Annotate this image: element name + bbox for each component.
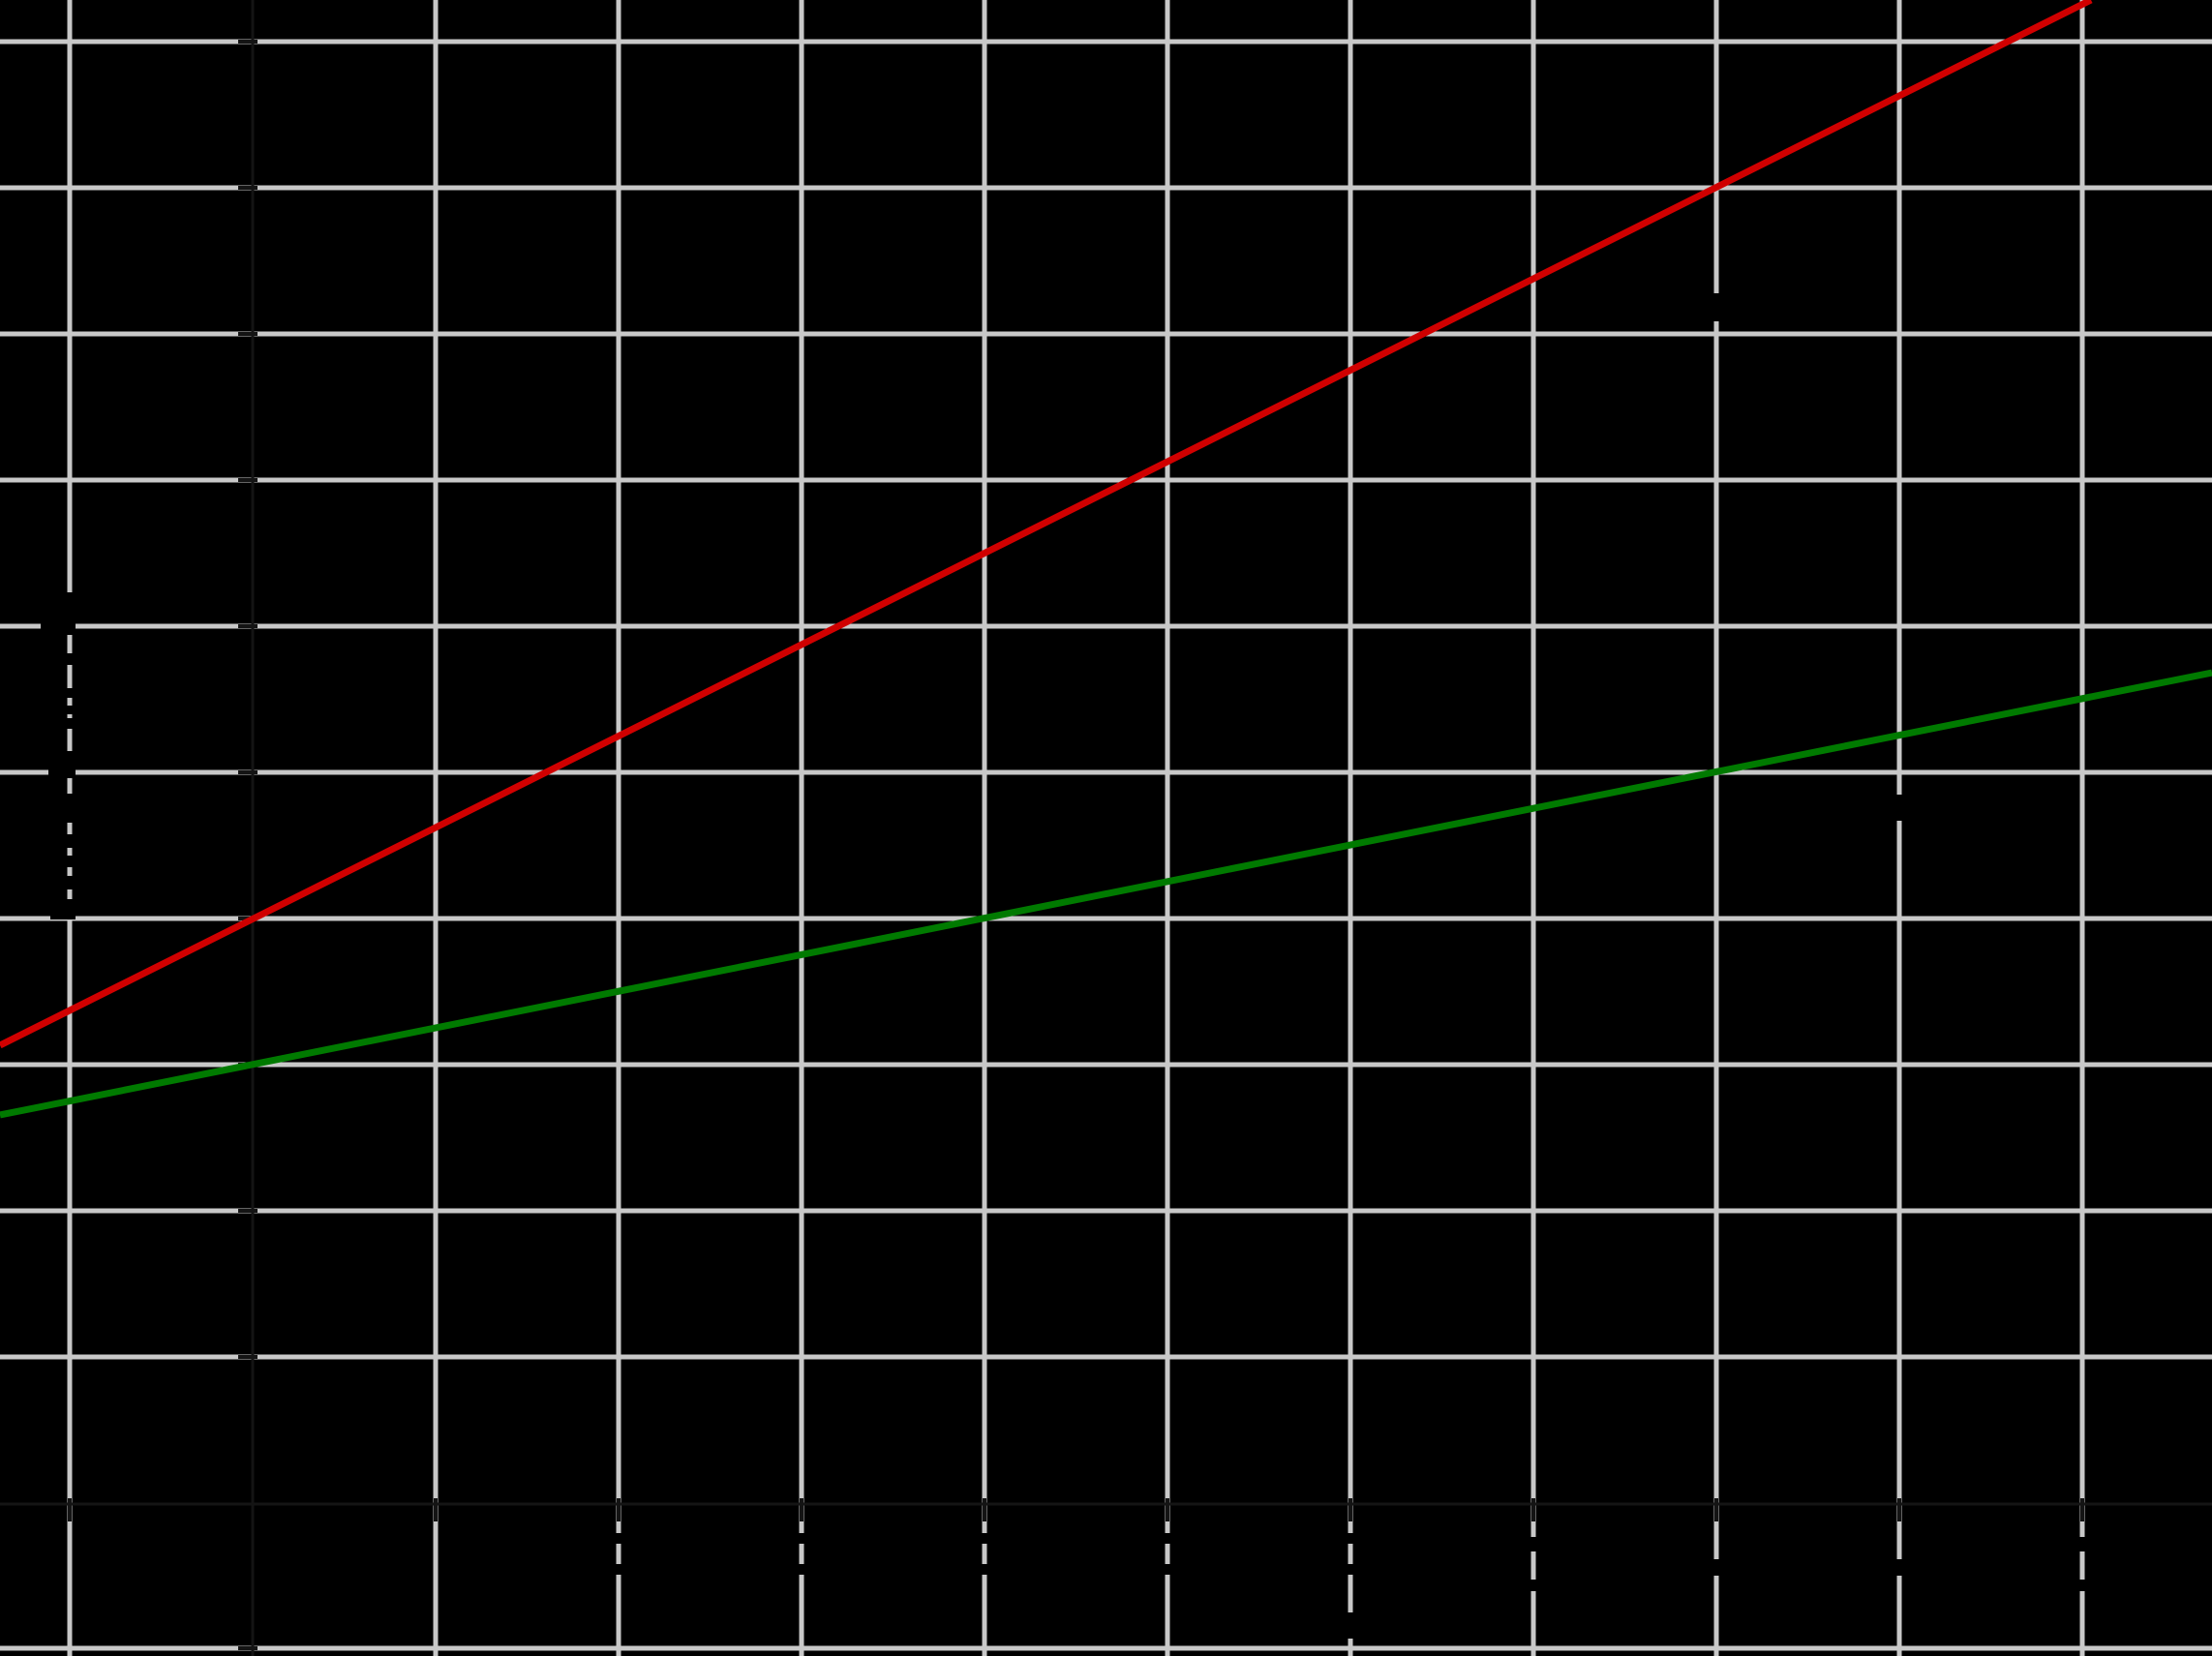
- ylabel-text-fragment: [64, 876, 76, 889]
- x-tick-label-fragment: [614, 1564, 623, 1575]
- x-tick-label-fragment: [797, 1564, 806, 1575]
- ylabel-text-fragment: [50, 899, 76, 919]
- x-tick-label-fragment: [2077, 1537, 2087, 1551]
- line-label-fragment: [1892, 795, 1907, 821]
- x-tick-label-fragment: [1346, 1564, 1355, 1575]
- x-tick-label-fragment: [1894, 1559, 1904, 1576]
- xlabel-text-fragment: [1344, 1612, 1357, 1639]
- ylabel-text-fragment: [41, 592, 76, 635]
- ylabel-text-fragment: [64, 834, 76, 848]
- ylabel-text-fragment: [64, 856, 76, 867]
- line-label-fragment: [1709, 293, 1724, 321]
- x-tick-label-fragment: [614, 1533, 623, 1544]
- x-tick-label-fragment: [797, 1533, 806, 1544]
- x-tick-label-fragment: [1529, 1580, 1538, 1591]
- x-tick-label-fragment: [2077, 1580, 2087, 1591]
- x-tick-label-fragment: [1712, 1559, 1721, 1576]
- ylabel-text-fragment: [64, 653, 76, 665]
- x-tick-label-fragment: [980, 1533, 989, 1544]
- ylabel-text-fragment: [64, 718, 76, 729]
- x-tick-label-fragment: [1163, 1533, 1172, 1544]
- ylabel-text-fragment: [48, 751, 76, 778]
- ylabel-text-fragment: [64, 706, 76, 714]
- x-tick-label-fragment: [1163, 1564, 1172, 1575]
- red-line: [0, 0, 2093, 1049]
- x-tick-label-fragment: [1529, 1537, 1538, 1551]
- ylabel-text-fragment: [64, 688, 76, 698]
- x-tick-label-fragment: [980, 1564, 989, 1575]
- green-line: [0, 669, 2212, 1119]
- ylabel-text-fragment: [54, 794, 76, 823]
- x-tick-label-fragment: [1346, 1533, 1355, 1544]
